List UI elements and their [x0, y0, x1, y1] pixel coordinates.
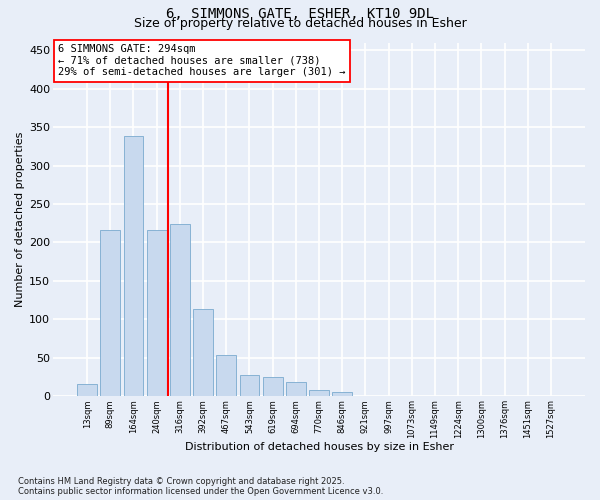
Bar — [100, 230, 120, 396]
Bar — [239, 375, 259, 396]
Bar — [170, 224, 190, 396]
Bar — [286, 382, 305, 396]
Bar — [193, 310, 213, 396]
Text: 6, SIMMONS GATE, ESHER, KT10 9DL: 6, SIMMONS GATE, ESHER, KT10 9DL — [166, 8, 434, 22]
Bar — [263, 377, 283, 396]
Bar — [124, 136, 143, 396]
Y-axis label: Number of detached properties: Number of detached properties — [15, 132, 25, 307]
Text: Contains HM Land Registry data © Crown copyright and database right 2025.
Contai: Contains HM Land Registry data © Crown c… — [18, 476, 383, 496]
Bar — [217, 355, 236, 397]
Bar — [147, 230, 167, 396]
Bar — [77, 384, 97, 396]
Text: 6 SIMMONS GATE: 294sqm
← 71% of detached houses are smaller (738)
29% of semi-de: 6 SIMMONS GATE: 294sqm ← 71% of detached… — [58, 44, 346, 78]
Bar — [309, 390, 329, 396]
Bar — [332, 392, 352, 396]
Text: Size of property relative to detached houses in Esher: Size of property relative to detached ho… — [134, 17, 466, 30]
X-axis label: Distribution of detached houses by size in Esher: Distribution of detached houses by size … — [185, 442, 454, 452]
